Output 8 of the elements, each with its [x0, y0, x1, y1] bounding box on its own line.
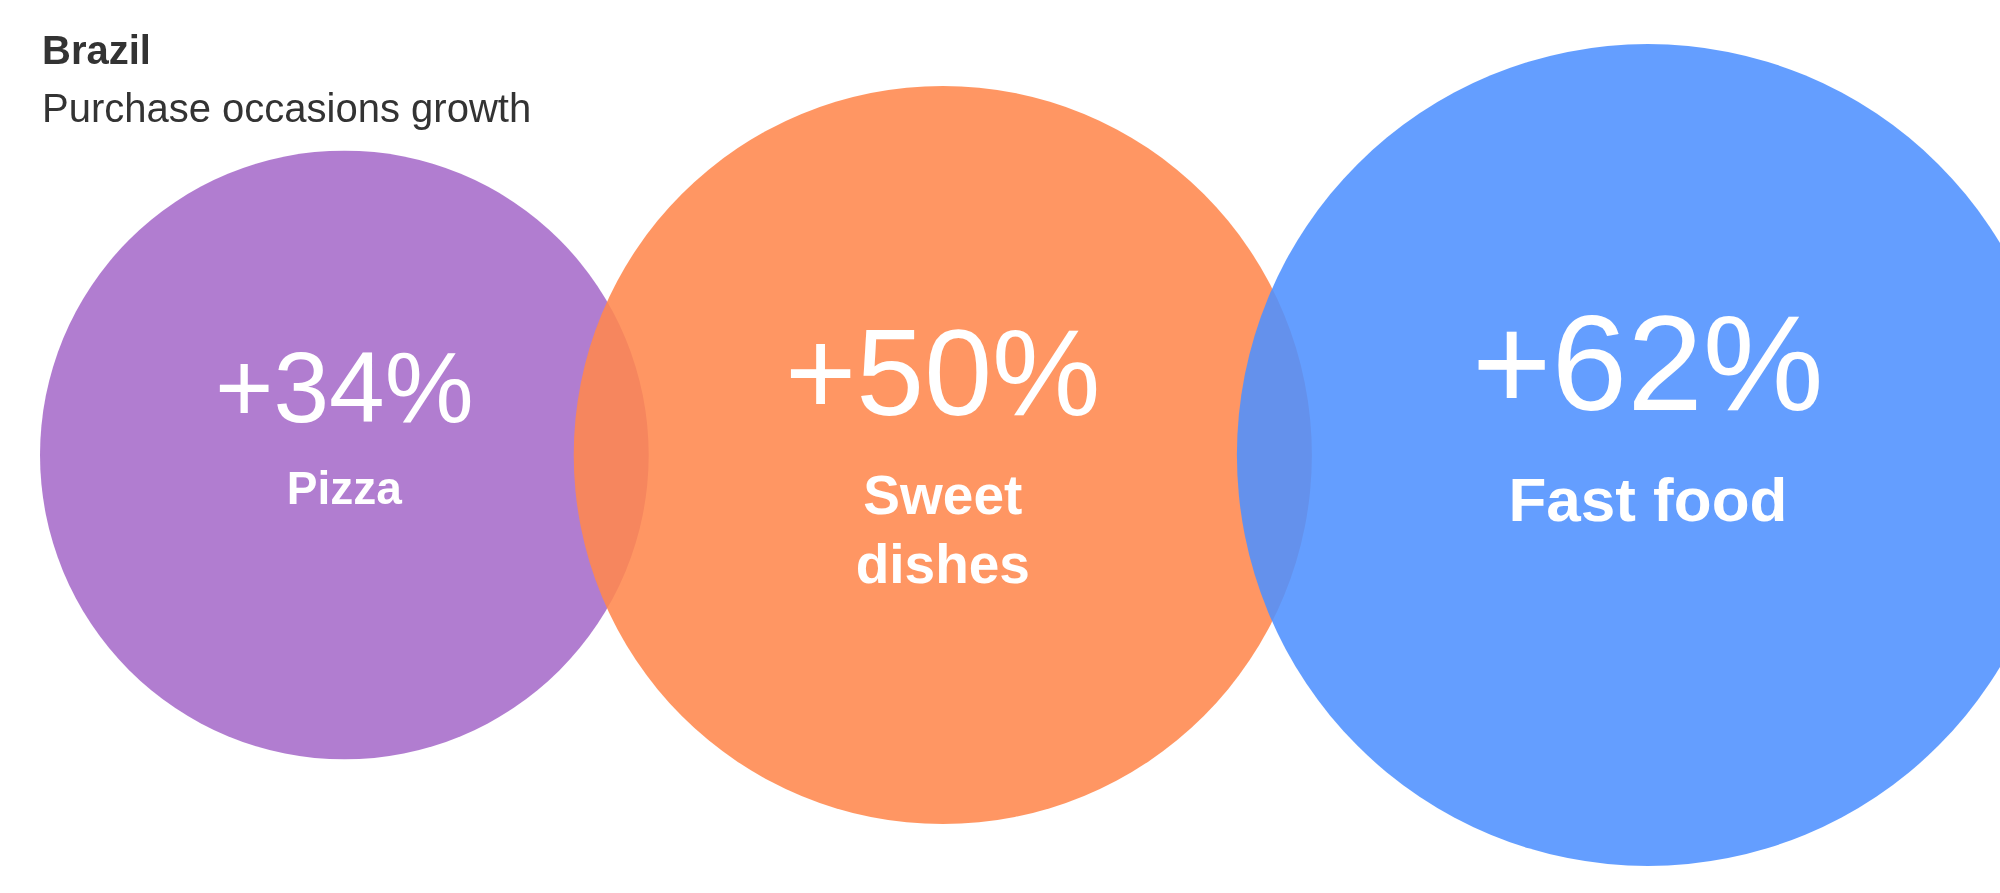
- data-label: +34%: [215, 330, 474, 443]
- data-label: +62%: [1472, 287, 1824, 440]
- category-label: Pizza: [286, 462, 403, 515]
- category-label: Fast food: [1508, 465, 1788, 535]
- category-label: Sweet dishes: [855, 464, 1030, 596]
- text: Purchase occasions growth: [42, 86, 532, 131]
- data-label: +50%: [785, 304, 1101, 441]
- text: Brazil: [42, 28, 151, 73]
